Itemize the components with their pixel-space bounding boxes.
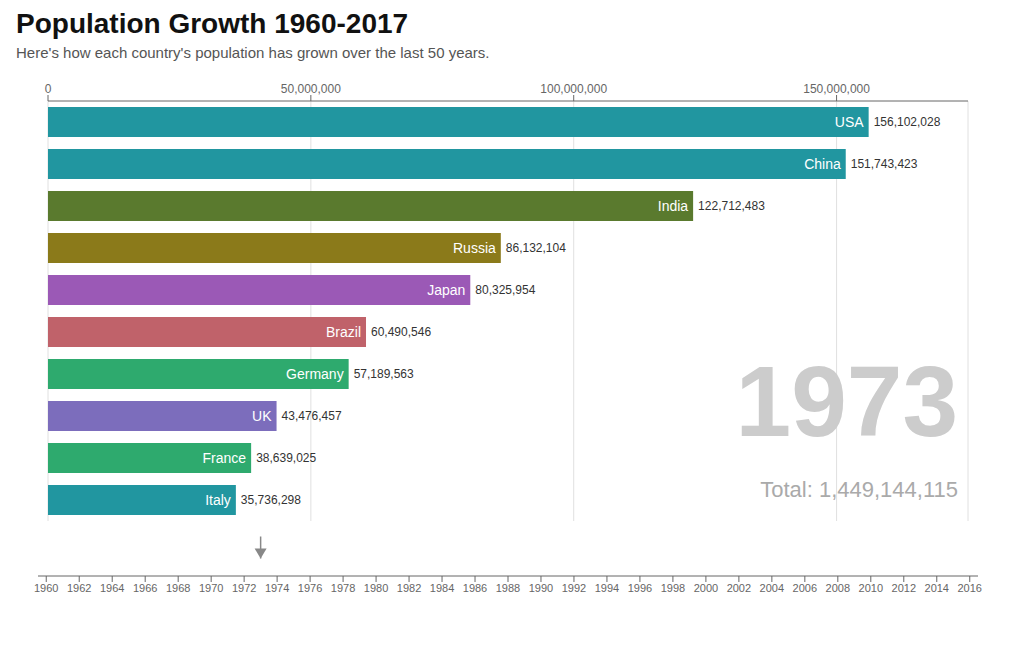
svg-text:1998: 1998 bbox=[661, 582, 685, 594]
svg-text:35,736,298: 35,736,298 bbox=[241, 493, 301, 507]
svg-text:France: France bbox=[203, 450, 247, 466]
svg-text:2002: 2002 bbox=[727, 582, 751, 594]
svg-text:2016: 2016 bbox=[958, 582, 982, 594]
svg-text:2006: 2006 bbox=[793, 582, 817, 594]
svg-text:1966: 1966 bbox=[133, 582, 157, 594]
svg-text:100,000,000: 100,000,000 bbox=[540, 82, 607, 96]
svg-text:China: China bbox=[804, 156, 841, 172]
svg-text:2004: 2004 bbox=[760, 582, 784, 594]
svg-text:India: India bbox=[658, 198, 689, 214]
svg-text:43,476,457: 43,476,457 bbox=[282, 409, 342, 423]
svg-text:50,000,000: 50,000,000 bbox=[281, 82, 341, 96]
svg-text:2008: 2008 bbox=[826, 582, 850, 594]
svg-text:UK: UK bbox=[252, 408, 272, 424]
svg-text:38,639,025: 38,639,025 bbox=[256, 451, 316, 465]
html-text:Here's how each country's popu: Here's how each country's population has… bbox=[16, 44, 490, 61]
svg-text:1996: 1996 bbox=[628, 582, 652, 594]
svg-text:1988: 1988 bbox=[496, 582, 520, 594]
svg-text:1968: 1968 bbox=[166, 582, 190, 594]
svg-text:151,743,423: 151,743,423 bbox=[851, 157, 918, 171]
svg-text:1974: 1974 bbox=[265, 582, 289, 594]
html-text:Population Growth 1960-2017: Population Growth 1960-2017 bbox=[16, 8, 409, 39]
svg-text:1976: 1976 bbox=[298, 582, 322, 594]
svg-text:Brazil: Brazil bbox=[326, 324, 361, 340]
svg-text:Germany: Germany bbox=[286, 366, 344, 382]
html-text:Total: 1,449,144,115: Total: 1,449,144,115 bbox=[760, 477, 958, 502]
svg-text:1990: 1990 bbox=[529, 582, 553, 594]
svg-text:1992: 1992 bbox=[562, 582, 586, 594]
svg-text:156,102,028: 156,102,028 bbox=[874, 115, 941, 129]
html-text:1973: 1973 bbox=[735, 345, 958, 457]
svg-text:1986: 1986 bbox=[463, 582, 487, 594]
svg-text:1962: 1962 bbox=[67, 582, 91, 594]
svg-text:Japan: Japan bbox=[427, 282, 465, 298]
svg-text:2014: 2014 bbox=[925, 582, 949, 594]
svg-text:1982: 1982 bbox=[397, 582, 421, 594]
svg-text:1994: 1994 bbox=[595, 582, 619, 594]
svg-text:1970: 1970 bbox=[199, 582, 223, 594]
svg-text:1980: 1980 bbox=[364, 582, 388, 594]
svg-text:1972: 1972 bbox=[232, 582, 256, 594]
svg-text:1964: 1964 bbox=[100, 582, 124, 594]
svg-text:86,132,104: 86,132,104 bbox=[506, 241, 566, 255]
svg-text:60,490,546: 60,490,546 bbox=[371, 325, 431, 339]
svg-text:2012: 2012 bbox=[892, 582, 916, 594]
svg-text:0: 0 bbox=[45, 82, 52, 96]
svg-text:80,325,954: 80,325,954 bbox=[475, 283, 535, 297]
svg-text:150,000,000: 150,000,000 bbox=[803, 82, 870, 96]
svg-text:Russia: Russia bbox=[453, 240, 496, 256]
svg-text:122,712,483: 122,712,483 bbox=[698, 199, 765, 213]
svg-text:57,189,563: 57,189,563 bbox=[354, 367, 414, 381]
svg-text:2000: 2000 bbox=[694, 582, 718, 594]
svg-text:1978: 1978 bbox=[331, 582, 355, 594]
svg-text:Italy: Italy bbox=[205, 492, 231, 508]
svg-text:1984: 1984 bbox=[430, 582, 454, 594]
svg-text:USA: USA bbox=[835, 114, 864, 130]
svg-text:1960: 1960 bbox=[34, 582, 58, 594]
svg-text:2010: 2010 bbox=[859, 582, 883, 594]
